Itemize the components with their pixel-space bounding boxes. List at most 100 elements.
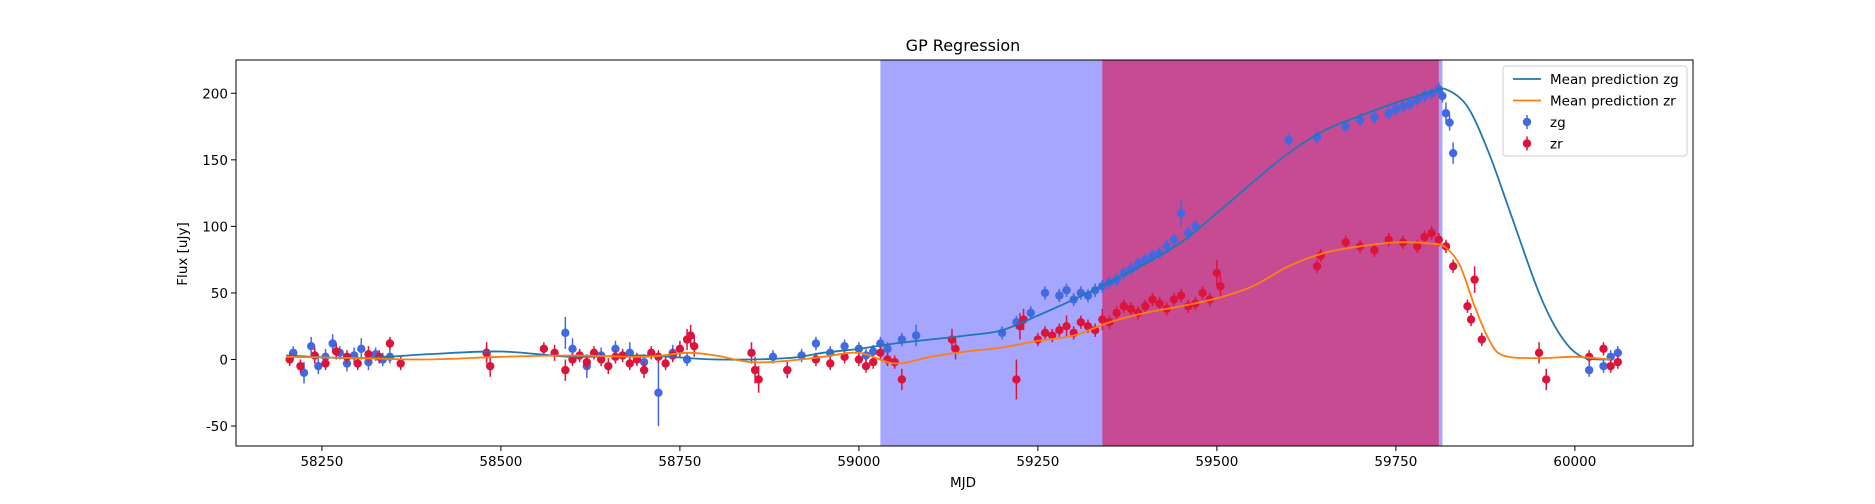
legend-point-marker <box>1522 117 1532 127</box>
data-point <box>1055 326 1064 335</box>
data-point <box>1534 348 1544 358</box>
data-point <box>1420 232 1429 242</box>
data-point <box>1613 357 1623 367</box>
data-point <box>561 365 570 375</box>
axes-frame <box>235 59 1694 447</box>
data-point <box>883 344 892 354</box>
data-point <box>854 355 864 364</box>
data-point <box>1341 238 1350 247</box>
y-tick-label: 150 <box>202 153 228 169</box>
data-point <box>1355 115 1365 125</box>
data-point <box>353 359 362 368</box>
data-point <box>625 359 634 368</box>
data-point <box>1466 315 1476 324</box>
data-point <box>1448 262 1458 271</box>
data-point <box>1384 109 1393 118</box>
data-point <box>1119 302 1129 311</box>
data-point <box>754 375 763 384</box>
data-point <box>1098 315 1107 324</box>
data-point <box>357 344 366 354</box>
data-point <box>951 344 960 354</box>
x-tick-label: 60000 <box>1553 454 1596 470</box>
data-point <box>861 361 871 371</box>
data-point <box>690 341 699 351</box>
y-tick-label: 200 <box>202 86 228 102</box>
data-point <box>1341 122 1350 131</box>
data-point <box>1405 99 1415 109</box>
data-point <box>1370 246 1379 255</box>
data-point <box>1062 322 1071 331</box>
data-point <box>306 341 316 351</box>
data-point <box>911 331 921 340</box>
data-point <box>1055 291 1064 300</box>
data-point <box>1391 105 1401 114</box>
data-point <box>485 361 495 371</box>
data-point <box>332 347 341 356</box>
data-point <box>1048 331 1057 340</box>
y-axis-label: Flux [uJy] <box>175 222 191 285</box>
data-point <box>1542 375 1551 384</box>
data-point <box>869 347 878 356</box>
data-point <box>1198 288 1207 298</box>
data-point <box>869 357 878 367</box>
y-tick-label: 100 <box>202 219 228 235</box>
data-point <box>811 339 821 348</box>
data-point <box>876 348 885 358</box>
data-point <box>1141 302 1150 311</box>
legend-label: zr <box>1550 137 1563 153</box>
data-point <box>1026 308 1035 318</box>
data-point <box>1584 365 1594 375</box>
data-point <box>1176 208 1186 218</box>
x-axis-label: MJD <box>950 475 976 491</box>
x-tick-label: 58750 <box>658 454 701 470</box>
data-point <box>299 368 309 377</box>
y-tick-label: 50 <box>211 286 228 302</box>
data-point <box>321 359 330 368</box>
chart-title: GP Regression <box>906 36 1021 55</box>
data-point <box>1413 95 1422 105</box>
data-point <box>897 375 907 384</box>
data-point <box>1445 118 1454 127</box>
data-point <box>1427 228 1436 238</box>
data-point <box>1463 302 1472 311</box>
data-point <box>1112 308 1121 318</box>
x-tick-label: 59000 <box>837 454 880 470</box>
data-point <box>1012 375 1021 384</box>
data-point <box>1448 148 1458 158</box>
data-point <box>1606 361 1615 371</box>
data-point <box>1370 113 1379 122</box>
data-point <box>561 328 570 338</box>
data-point <box>364 349 373 359</box>
data-point <box>1599 361 1608 371</box>
data-point <box>1413 242 1422 251</box>
data-point <box>328 339 337 348</box>
data-point <box>1212 268 1222 278</box>
data-point <box>1148 295 1157 304</box>
x-tick-label: 59750 <box>1374 454 1417 470</box>
data-point <box>668 351 677 360</box>
data-point <box>826 359 835 368</box>
data-point <box>682 355 692 364</box>
data-point <box>750 365 760 375</box>
data-point <box>1155 299 1164 308</box>
data-point <box>611 344 620 354</box>
data-point <box>385 339 395 348</box>
data-point <box>1169 235 1179 244</box>
data-point <box>783 365 792 375</box>
legend: Mean prediction zg Mean prediction zr zg zr <box>1502 65 1688 157</box>
data-point <box>568 344 577 354</box>
data-point <box>310 351 319 360</box>
data-point <box>396 359 405 368</box>
x-tick-label: 59250 <box>1016 454 1059 470</box>
data-point <box>1176 291 1186 300</box>
data-point <box>1438 91 1447 101</box>
data-point <box>654 388 663 397</box>
data-point <box>314 361 323 371</box>
data-point <box>1040 328 1050 338</box>
data-point <box>1062 286 1071 295</box>
data-point <box>1312 262 1322 271</box>
data-point <box>1613 348 1623 358</box>
data-point <box>890 357 899 367</box>
data-point <box>1083 322 1093 331</box>
